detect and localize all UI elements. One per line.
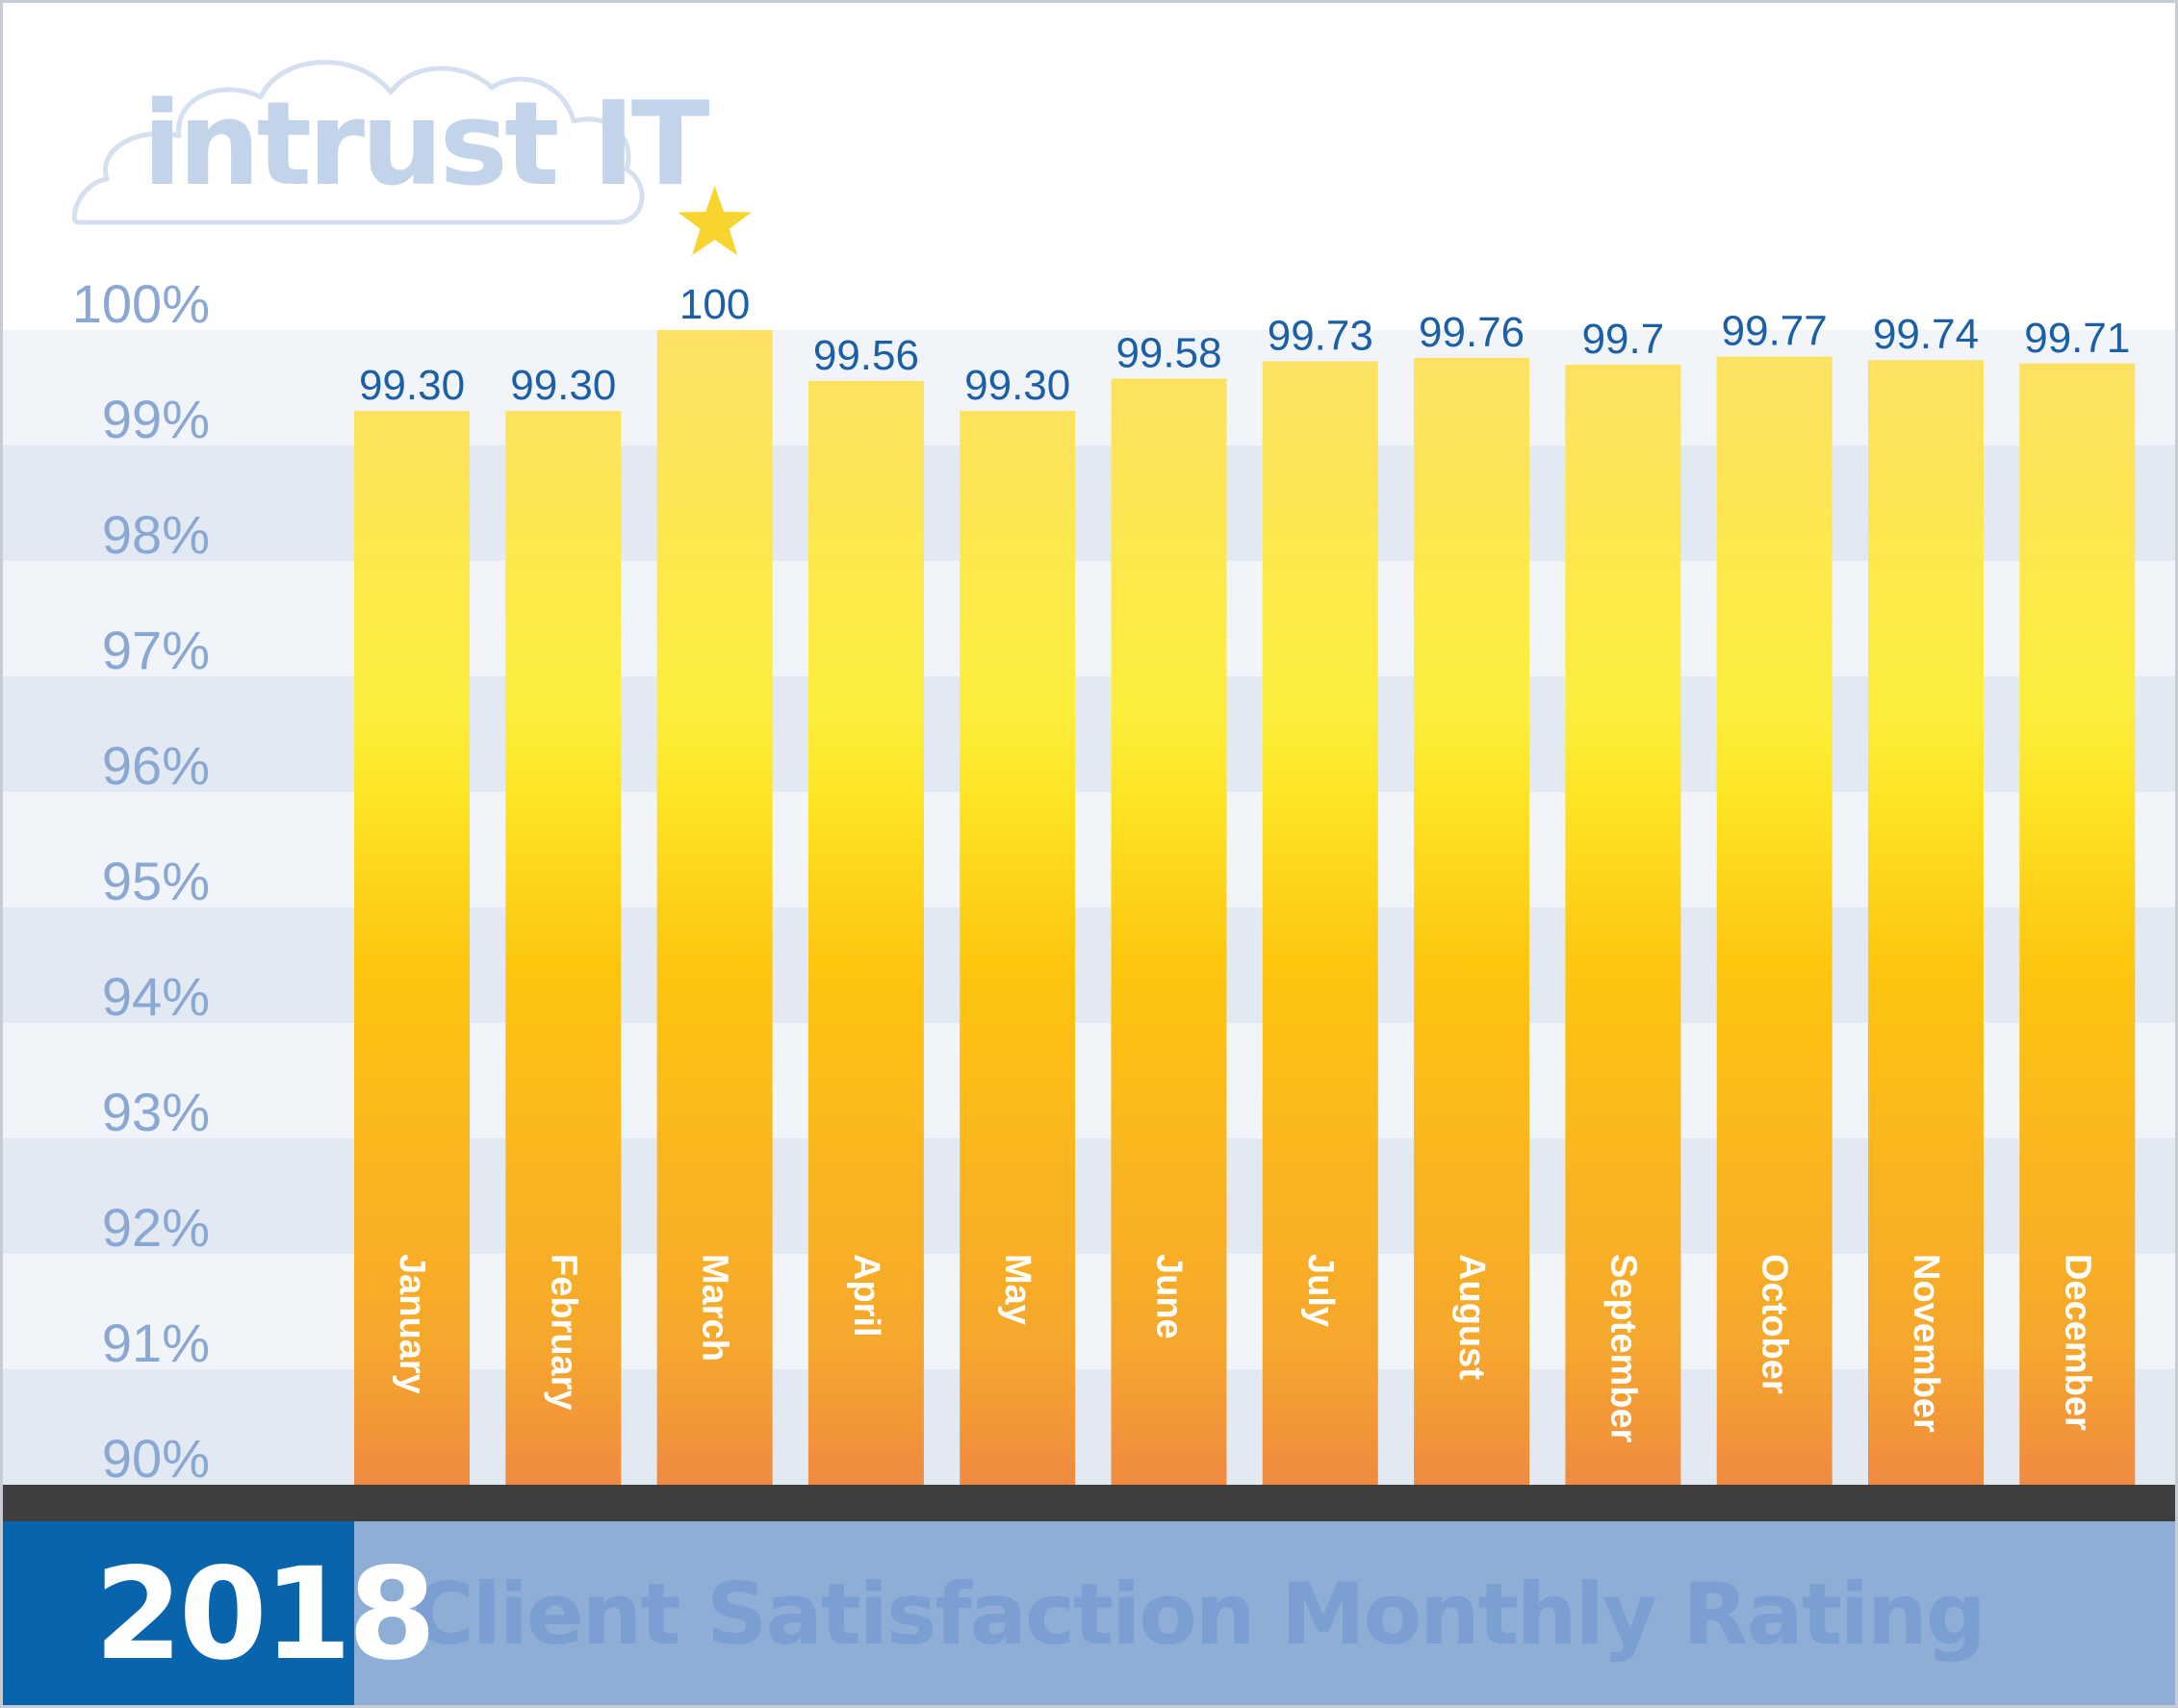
- bar: [505, 411, 622, 1485]
- grid-band: [3, 676, 2175, 792]
- y-tick-label: 95%: [102, 851, 210, 911]
- bar: [2019, 363, 2136, 1485]
- bar-value-label: 99.56: [813, 332, 919, 379]
- grid-band: [3, 1254, 2175, 1369]
- bar: [1414, 357, 1530, 1485]
- bar-value-label: 99.73: [1268, 312, 1373, 359]
- grid-band: [3, 1023, 2175, 1138]
- grid-band: [3, 1369, 2175, 1485]
- y-tick-label: 91%: [102, 1313, 210, 1373]
- month-label: November: [1906, 1254, 1946, 1433]
- bar: [1262, 361, 1378, 1485]
- title-banner: 2018 Client Satisfaction Monthly Rating: [3, 1521, 2175, 1705]
- year-box: [3, 1521, 354, 1705]
- month-label: June: [1149, 1254, 1190, 1339]
- bar: [960, 411, 1076, 1485]
- grid-band: [3, 792, 2175, 907]
- y-tick-label: 97%: [102, 620, 210, 680]
- month-label: December: [2057, 1254, 2097, 1431]
- month-label: May: [997, 1254, 1038, 1325]
- year-label: 2018: [94, 1541, 436, 1689]
- y-tick-label: 93%: [102, 1082, 210, 1142]
- bar-value-label: 99.30: [359, 362, 465, 409]
- grid-band: [3, 907, 2175, 1023]
- month-label: September: [1602, 1254, 1643, 1443]
- month-label: August: [1451, 1254, 1492, 1380]
- grid-band: [3, 446, 2175, 561]
- bar: [1716, 356, 1832, 1486]
- bar-value-label: 99.7: [1582, 316, 1665, 363]
- bar: [656, 330, 773, 1485]
- month-label: February: [543, 1254, 583, 1411]
- y-tick-label: 90%: [102, 1428, 210, 1489]
- bar-value-label: 100: [679, 281, 750, 328]
- bar-value-label: 99.71: [2024, 315, 2130, 362]
- month-label: July: [1300, 1254, 1341, 1327]
- bar-chart: 90% 91% 92% 93% 94% 95% 96% 97% 98% 99% 100% 99.30…: [3, 186, 2175, 1489]
- cloud-icon: [71, 60, 645, 225]
- y-tick-label: 100%: [72, 273, 210, 334]
- y-tick-label: 92%: [102, 1197, 210, 1258]
- month-label: October: [1755, 1254, 1795, 1394]
- grid-band: [3, 1138, 2175, 1254]
- bar-value-label: 99.77: [1722, 308, 1828, 355]
- bar-value-label: 99.30: [964, 362, 1070, 409]
- y-tick-label: 96%: [102, 735, 210, 796]
- bar: [1565, 365, 1681, 1485]
- star-icon: [678, 186, 752, 256]
- bar: [807, 380, 924, 1485]
- month-label: January: [392, 1254, 432, 1394]
- bar: [1111, 378, 1227, 1485]
- grid-band: [3, 330, 2175, 446]
- chart-title: Client Satisfaction Monthly Rating: [412, 1565, 1986, 1664]
- bar-value-label: 99.30: [510, 362, 616, 409]
- month-label: April: [846, 1254, 886, 1338]
- brand-logo-text: intrust IT: [142, 78, 710, 212]
- y-tick-label: 98%: [102, 504, 210, 565]
- bar-value-label: 99.76: [1419, 309, 1525, 356]
- y-tick-label: 99%: [102, 389, 210, 449]
- y-tick-label: 94%: [102, 966, 210, 1027]
- bar: [1868, 360, 1984, 1486]
- bar-value-label: 99.58: [1115, 329, 1221, 376]
- bar: [354, 411, 470, 1485]
- month-label: March: [695, 1254, 735, 1362]
- grid-band: [3, 561, 2175, 676]
- bar-value-label: 99.74: [1873, 311, 1979, 358]
- x-axis-bar: [3, 1485, 2175, 1521]
